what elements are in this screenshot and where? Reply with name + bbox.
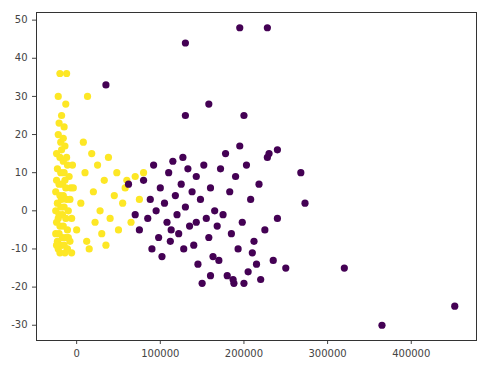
svg-text:10: 10	[15, 167, 28, 178]
svg-text:-20: -20	[11, 281, 27, 292]
svg-text:20: 20	[15, 129, 28, 140]
svg-text:400000: 400000	[392, 348, 430, 359]
svg-text:100000: 100000	[141, 348, 179, 359]
svg-text:0: 0	[21, 205, 27, 216]
svg-text:200000: 200000	[225, 348, 263, 359]
svg-text:0: 0	[73, 348, 79, 359]
svg-text:40: 40	[15, 52, 28, 63]
svg-text:50: 50	[15, 14, 28, 25]
svg-text:300000: 300000	[309, 348, 347, 359]
svg-text:-10: -10	[11, 243, 27, 254]
svg-text:30: 30	[15, 91, 28, 102]
svg-text:-30: -30	[11, 319, 27, 330]
